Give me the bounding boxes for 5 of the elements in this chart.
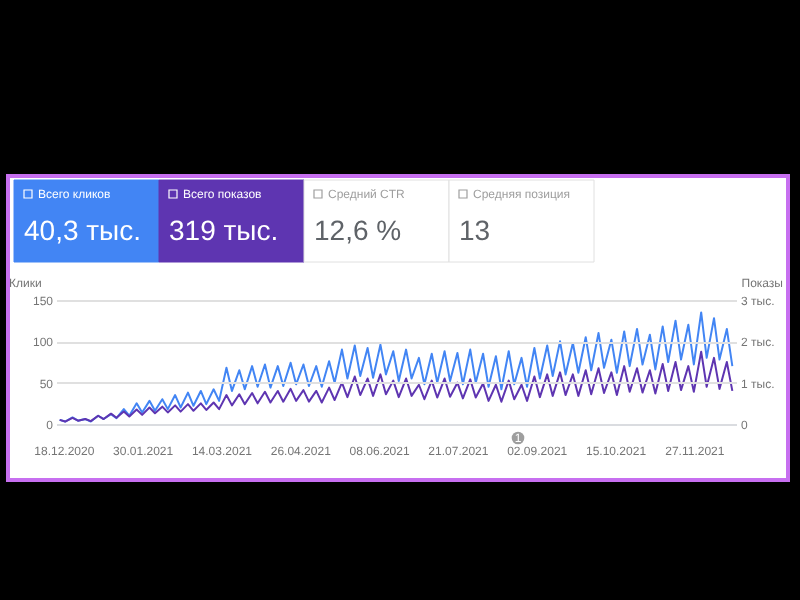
text: 13 [459,214,491,246]
text: 319 тыс. [169,214,279,246]
text: 40,3 тыс. [24,214,142,246]
line-series [58,350,734,423]
text: 12,6 % [314,214,402,246]
